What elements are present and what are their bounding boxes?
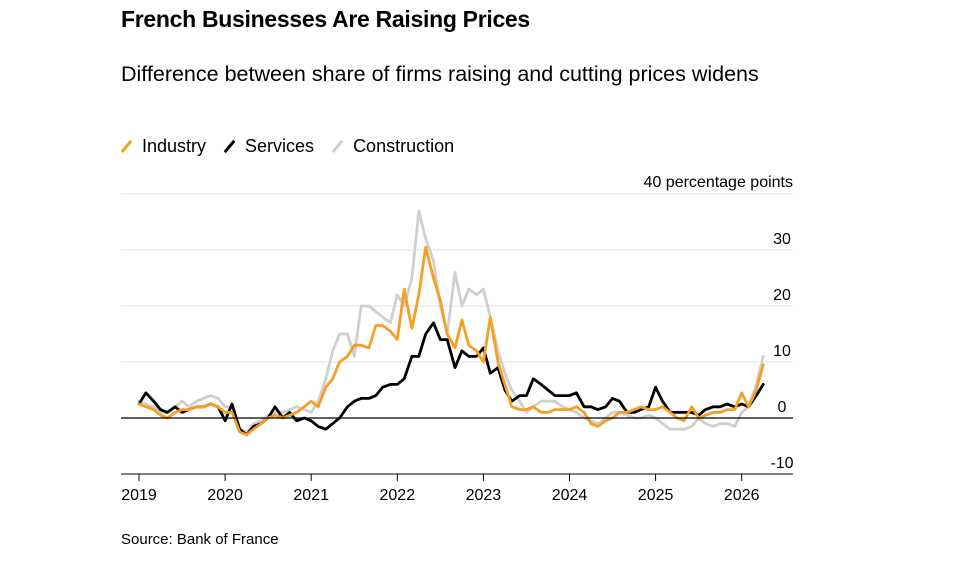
y-tick-label: 0 [778,399,787,416]
legend-label-construction: Construction [353,136,455,156]
x-tick-label: 2020 [207,487,243,504]
y-axis-label: 40 percentage points [644,174,793,191]
series-line-industry [137,245,765,437]
legend: Industry Services Construction [120,136,472,157]
legend-item-construction: Construction [331,136,455,157]
legend-label-industry: Industry [142,136,207,156]
axes: -10 0 10 20 30 40 percentage points 2019 2020 20… [121,174,794,504]
x-tick-label: 2023 [466,487,502,504]
legend-label-services: Services [245,136,315,156]
chart-subtitle: Difference between share of firms raisin… [121,62,759,86]
x-tick-label: 2021 [293,487,329,504]
x-tick-label: 2024 [552,487,588,504]
y-tick-label: -10 [770,455,793,472]
series-line-construction [137,209,765,434]
source-note: Source: Bank of France [121,531,279,548]
x-tick-label: 2025 [638,487,674,504]
x-tick-label: 2019 [121,487,157,504]
chart-title: French Businesses Are Raising Prices [121,6,530,32]
legend-item-industry: Industry [120,136,207,157]
legend-item-services: Services [223,136,315,157]
y-tick-label: 20 [773,287,791,304]
series-lines [137,209,765,437]
y-tick-label: 10 [773,343,791,360]
grid-lines [121,193,793,475]
x-tick-label: 2022 [380,487,416,504]
x-tick-label: 2026 [724,487,760,504]
y-tick-label: 30 [773,231,791,248]
